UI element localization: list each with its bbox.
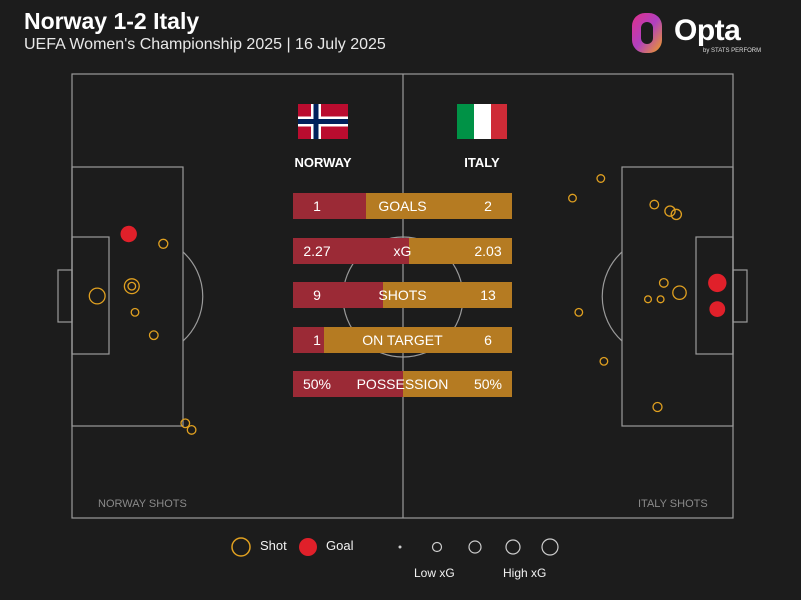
chart-subtitle: UEFA Women's Championship 2025 | 16 July…	[24, 36, 386, 53]
stat-value-away: 2.03	[474, 243, 502, 259]
right-penalty-arc	[601, 251, 623, 342]
italy-shot-marker	[670, 208, 683, 221]
stat-row: 2.27 xG 2.03	[293, 238, 512, 264]
stat-bar-home	[293, 193, 366, 219]
away-team-name: ITALY	[464, 155, 500, 170]
opta-logo-icon	[632, 13, 662, 53]
stat-label: POSSESSION	[356, 376, 449, 392]
norway-shot-marker	[123, 278, 140, 295]
stat-value-away: 13	[480, 287, 496, 303]
left-six-yard-box	[71, 236, 110, 355]
stat-bar-away	[366, 193, 512, 219]
stat-value-home: 2.27	[303, 243, 331, 259]
stat-bar-away	[409, 238, 512, 264]
legend-xg-size-4	[505, 539, 521, 555]
stat-label: ON TARGET	[362, 332, 443, 348]
norway-shot-marker	[88, 287, 106, 305]
stat-value-away: 2	[484, 198, 492, 214]
italy-shot-marker	[656, 295, 665, 304]
italy-shot-marker	[568, 193, 577, 203]
stat-value-home: 1	[313, 332, 321, 348]
left-penalty-arc	[182, 251, 204, 342]
shots-layer	[88, 174, 727, 435]
norway-shot-marker	[130, 307, 140, 317]
legend-shot-label: Shot	[260, 538, 287, 553]
stat-bar-home	[293, 371, 403, 397]
legend-low-xg-label: Low xG	[414, 566, 455, 580]
stat-bar-away	[403, 371, 512, 397]
italy-flag	[457, 104, 507, 139]
legend-xg-size-2	[431, 541, 443, 553]
stat-value-away: 6	[484, 332, 492, 348]
italy-goal-marker	[708, 273, 727, 293]
italy-shot-marker	[599, 356, 609, 366]
italy-shot-marker	[652, 401, 663, 413]
left-penalty-area	[71, 166, 184, 427]
right-six-yard-box	[695, 236, 734, 355]
opta-wordmark: Opta	[674, 14, 741, 47]
italy-shot-marker	[649, 199, 660, 210]
home-shots-label: NORWAY SHOTS	[98, 498, 187, 510]
stat-row: 1 ON TARGET 6	[293, 327, 512, 353]
left-goal	[57, 269, 73, 323]
legend-goal-label: Goal	[326, 538, 354, 553]
stat-label: xG	[393, 243, 412, 259]
norway-shot-marker	[186, 424, 197, 435]
opta-tagline: by STATS PERFORM	[703, 48, 762, 54]
italy-shot-marker	[672, 285, 687, 301]
norway-shot-marker	[180, 418, 191, 429]
stat-bar-away	[324, 327, 512, 353]
stat-value-home: 50%	[302, 376, 332, 392]
stat-row: 9 SHOTS 13	[293, 282, 512, 308]
legend-high-xg-label: High xG	[503, 566, 547, 580]
legend-xg-size-1	[398, 545, 402, 549]
opta-logo: Opta by STATS PERFORM	[628, 10, 778, 58]
stat-row: 1 GOALS 2	[293, 193, 512, 219]
italy-shot-marker	[664, 205, 676, 217]
stat-label: GOALS	[378, 198, 427, 214]
chart-title: Norway 1-2 Italy	[24, 8, 200, 34]
stat-row: 50% POSSESSION 50%	[293, 371, 512, 397]
italy-shot-marker	[643, 295, 653, 304]
stat-bar-home	[293, 238, 409, 264]
legend-xg-size-5	[541, 538, 559, 556]
stat-label: SHOTS	[378, 287, 427, 303]
stat-value-home: 9	[313, 287, 321, 303]
stat-bar-home	[293, 327, 324, 353]
italy-goal-marker	[709, 301, 726, 317]
italy-shot-marker	[596, 174, 606, 183]
stat-bar-away	[383, 282, 512, 308]
norway-shot-marker	[127, 281, 137, 291]
home-team-name: NORWAY	[294, 155, 352, 170]
stat-bar-home	[293, 282, 383, 308]
norway-flag	[298, 104, 348, 139]
italy-shot-marker	[574, 307, 584, 317]
right-goal	[732, 269, 748, 323]
italy-shot-marker	[658, 277, 669, 288]
norway-shot-marker	[158, 238, 169, 249]
stat-value-away: 50%	[473, 376, 503, 392]
right-penalty-area	[621, 166, 734, 427]
legend-goal-marker	[299, 538, 317, 556]
stat-value-home: 1	[313, 198, 321, 214]
norway-shot-marker	[148, 330, 159, 341]
norway-goal-marker	[120, 225, 137, 243]
away-shots-label: ITALY SHOTS	[638, 498, 708, 510]
legend-shot-marker	[231, 537, 251, 557]
legend-xg-size-3	[468, 540, 482, 554]
